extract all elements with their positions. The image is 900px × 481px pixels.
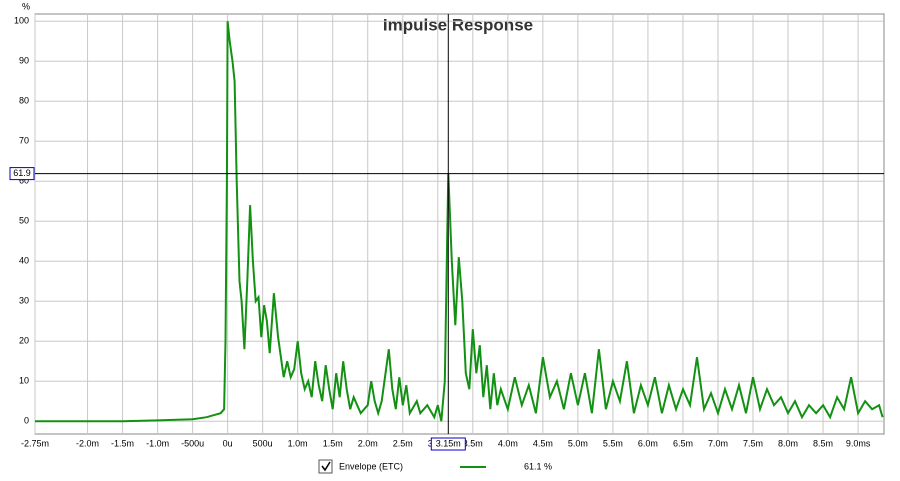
y-unit: % <box>22 1 30 11</box>
x-tick-label: 5.5m <box>603 438 623 448</box>
x-tick-label: 4.5m <box>533 438 553 448</box>
cursor-y-box <box>9 167 35 181</box>
check-mark <box>321 461 331 472</box>
legend-checkbox[interactable] <box>318 459 333 474</box>
cursor-x-label: 3.15m <box>436 438 461 448</box>
x-tick-label: 3.5m <box>463 438 483 448</box>
x-tick-label: -2.75m <box>21 438 49 448</box>
cursor-x-box <box>430 437 466 451</box>
y-tick-label: 60 <box>19 176 29 186</box>
y-tick-label: 30 <box>19 296 29 306</box>
x-tick-label: 8.5m <box>813 438 833 448</box>
y-tick-label: 100 <box>14 16 29 26</box>
plot-area <box>34 13 885 435</box>
x-tick-label: 4.0m <box>498 438 518 448</box>
y-tick-label: 90 <box>19 56 29 66</box>
legend-label: Envelope (ETC) <box>339 461 403 471</box>
x-tick-label: 6.0m <box>638 438 658 448</box>
x-tick-label: 1.0m <box>288 438 308 448</box>
y-tick-label: 40 <box>19 256 29 266</box>
cursor-y-label: 61.9 <box>13 168 31 178</box>
y-tick-label: 10 <box>19 376 29 386</box>
legend-readout: 61.1 % <box>524 461 552 471</box>
x-tick-label: -1.5m <box>111 438 134 448</box>
x-tick-label: 6.5m <box>673 438 693 448</box>
x-tick-label: -500u <box>181 438 204 448</box>
series-line <box>35 21 884 423</box>
x-tick-label: 500u <box>253 438 273 448</box>
x-tick-label: 2.5m <box>393 438 413 448</box>
x-tick-label: 2.0m <box>358 438 378 448</box>
x-tick-label: -1.0m <box>146 438 169 448</box>
y-tick-label: 50 <box>19 216 29 226</box>
y-tick-label: 20 <box>19 336 29 346</box>
y-tick-label: 70 <box>19 136 29 146</box>
y-tick-label: 0 <box>24 416 29 426</box>
x-tick-label: 9.0ms <box>846 438 871 448</box>
x-tick-label: 8.0m <box>778 438 798 448</box>
x-tick-label: 7.0m <box>708 438 728 448</box>
x-tick-label: -2.0m <box>76 438 99 448</box>
x-tick-label: 5.0m <box>568 438 588 448</box>
chart-title: Impulse Response <box>383 15 533 34</box>
x-tick-label: 0u <box>223 438 233 448</box>
y-tick-label: 80 <box>19 96 29 106</box>
x-tick-label: 1.5m <box>323 438 343 448</box>
x-tick-label: 7.5m <box>743 438 763 448</box>
